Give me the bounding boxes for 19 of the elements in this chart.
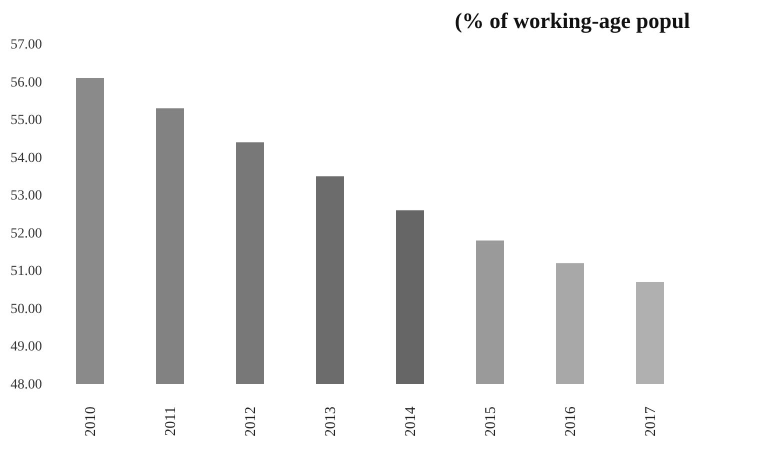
x-tick-label: 2014 [403, 406, 419, 436]
x-tick-label: 2013 [323, 406, 339, 436]
x-tick-label: 2017 [643, 406, 659, 436]
x-tick-label: 2012 [243, 406, 259, 436]
y-tick-label: 49.00 [10, 340, 42, 355]
x-tick-label: 2015 [483, 406, 499, 436]
y-tick-label: 57.00 [10, 38, 42, 52]
y-tick-label: 55.00 [10, 113, 42, 128]
y-tick-label: 53.00 [10, 188, 42, 204]
chart-title: (% of working-age popul [454, 8, 690, 33]
x-tick-label: 2011 [163, 406, 179, 436]
y-tick-label: 50.00 [10, 302, 42, 317]
y-tick-label: 48.00 [10, 378, 42, 392]
y-tick-label: 54.00 [10, 150, 42, 166]
y-tick-label: 56.00 [10, 75, 42, 90]
y-tick-label: 52.00 [10, 226, 42, 242]
x-tick-label: 2010 [83, 406, 99, 436]
y-tick-label: 51.00 [10, 264, 42, 280]
x-tick-label: 2016 [563, 406, 579, 436]
